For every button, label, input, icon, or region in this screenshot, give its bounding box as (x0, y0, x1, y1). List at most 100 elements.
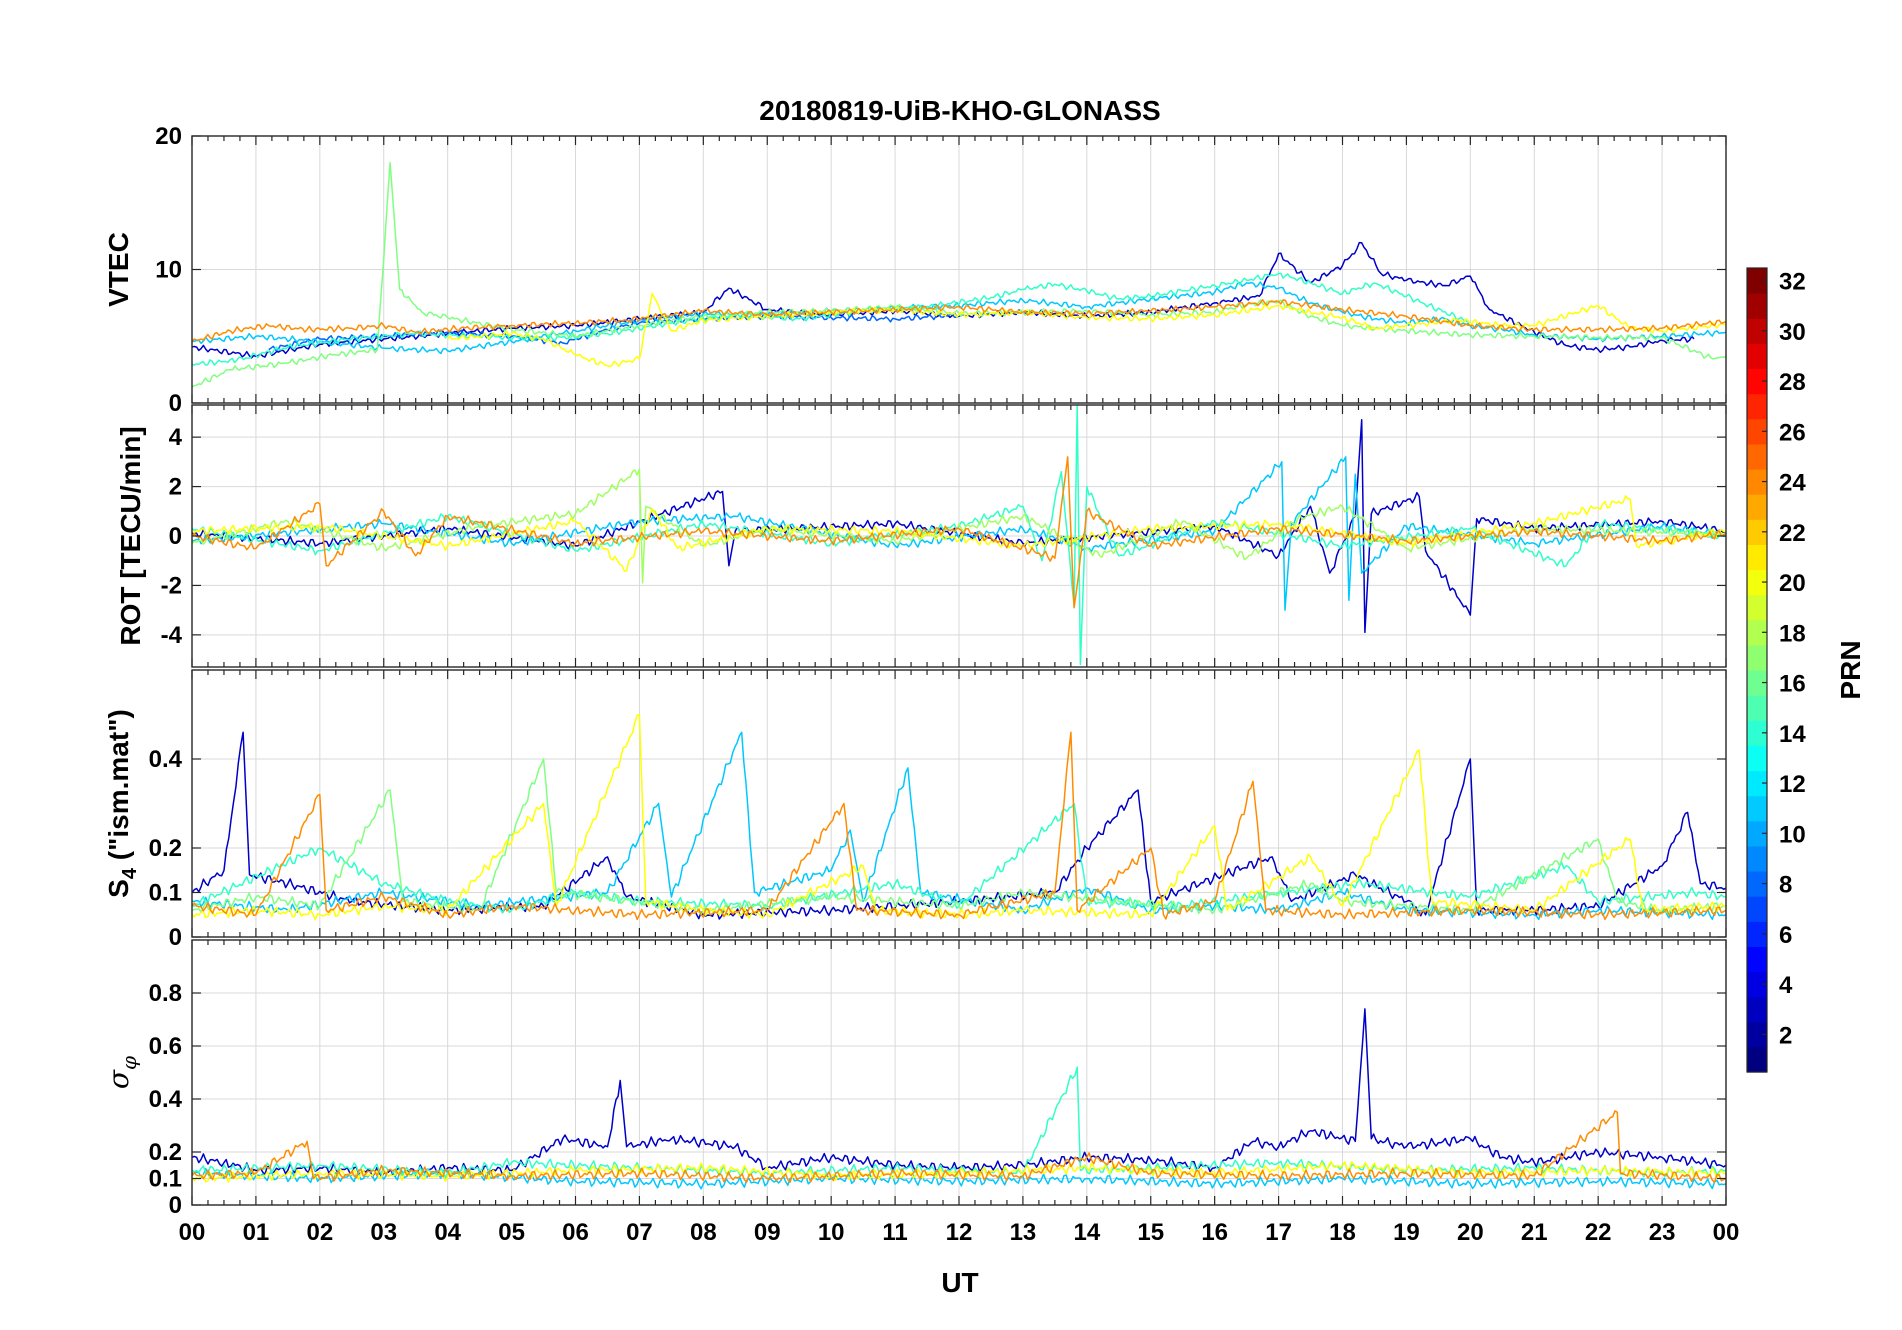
colorbar-cell (1747, 820, 1767, 847)
x-tick-label: 02 (306, 1219, 333, 1246)
colorbar-cell (1747, 1046, 1767, 1073)
x-tick-label: 00 (179, 1219, 206, 1246)
x-tick-label: 21 (1521, 1219, 1548, 1246)
x-tick-label: 04 (434, 1219, 461, 1246)
x-axis: 00 01 02 03 04 05 06 07 08 09 10 11 12 13 14 15 16 17 18 19… (179, 1219, 1740, 1246)
panels: 0 10 20 VTEC -4 -2 0 2 4 ROT [TECU/min] 0 0.1 0.2 0.4… (102, 123, 1727, 1219)
colorbar-tick-label: 22 (1779, 520, 1806, 547)
y-tick-label: 20 (155, 123, 182, 150)
colorbar-cell (1747, 996, 1767, 1023)
series-prn-24 (192, 731, 1726, 921)
series-prn-20 (192, 713, 1726, 921)
colorbar-tick-label: 10 (1779, 821, 1806, 848)
x-tick-label: 18 (1329, 1219, 1356, 1246)
x-tick-label: 15 (1137, 1219, 1164, 1246)
colorbar-cell (1747, 946, 1767, 973)
series-prn-24 (192, 298, 1726, 343)
colorbar-frame (1746, 267, 1768, 1073)
colorbar-cell (1747, 469, 1767, 495)
colorbar-cell (1747, 896, 1767, 922)
colorbar-cell (1747, 695, 1767, 721)
colorbar-cell (1747, 443, 1767, 470)
y-tick-label: 0 (169, 523, 182, 550)
colorbar-tick-label: 32 (1779, 269, 1806, 296)
series-prn-10 (192, 456, 1726, 611)
y-tick-label: 0 (169, 1192, 182, 1219)
x-tick-label: 14 (1073, 1219, 1100, 1246)
panel-vtec: 0 10 20 VTEC (103, 123, 1727, 417)
series-prn-18 (192, 468, 1726, 584)
x-tick-label: 07 (626, 1219, 653, 1246)
x-tick-label: 23 (1649, 1219, 1676, 1246)
colorbar-tick-label: 16 (1779, 671, 1806, 698)
colorbar-cell (1747, 795, 1767, 822)
colorbar-tick-label: 20 (1779, 570, 1806, 597)
colorbar-cell (1747, 720, 1767, 746)
grid-s4 (191, 670, 1727, 938)
colorbar-cell (1747, 368, 1767, 395)
colorbar-cell (1747, 418, 1767, 445)
x-tick-label: 16 (1201, 1219, 1228, 1246)
colorbar-cell (1747, 1021, 1767, 1048)
x-tick-label: 10 (818, 1219, 845, 1246)
x-tick-label: 01 (243, 1219, 270, 1246)
x-tick-label: 22 (1585, 1219, 1612, 1246)
colorbar-tick-label: 18 (1779, 620, 1806, 647)
y-tick-label: 4 (169, 424, 183, 451)
y-tick-label: -4 (161, 622, 183, 649)
colorbar-cell (1747, 745, 1767, 772)
colorbar-cell (1747, 845, 1767, 872)
x-tick-label: 17 (1265, 1219, 1292, 1246)
colorbar-tick-label: 6 (1779, 922, 1792, 949)
y-tick-label: 2 (169, 474, 182, 501)
x-tick-label: 13 (1010, 1219, 1037, 1246)
colorbar-tick-label: 2 (1779, 1022, 1792, 1049)
y-tick-label: 0.4 (149, 746, 183, 773)
y-tick-label: 0.2 (149, 1139, 182, 1166)
colorbar-tick-label: 4 (1779, 972, 1793, 999)
series-prn-20 (192, 495, 1726, 572)
x-axis-label: UT (941, 1267, 978, 1298)
colorbar-tick-label: 30 (1779, 319, 1806, 346)
x-tick-label: 03 (370, 1219, 397, 1246)
series-group-rot (192, 405, 1726, 666)
colorbar-cell (1747, 594, 1767, 621)
series-prn-24 (192, 1110, 1726, 1184)
y-tick-label: 0 (169, 390, 182, 417)
x-tick-label: 20 (1457, 1219, 1484, 1246)
y-tick-label: 10 (155, 257, 182, 284)
x-tick-label: 05 (498, 1219, 525, 1246)
y-tick-label: 0.1 (149, 880, 182, 907)
colorbar-tick-label: 24 (1779, 470, 1806, 497)
series-prn-14 (192, 405, 1726, 666)
series-prn-24 (192, 456, 1726, 609)
colorbar-tick-label: 8 (1779, 872, 1792, 899)
x-tick-label: 19 (1393, 1219, 1420, 1246)
series-group-s4 (192, 713, 1726, 921)
colorbar-cell (1747, 569, 1767, 596)
panel-sigma_phi: 00.10.2 0.4 0.6 0.8 σφ (102, 939, 1727, 1219)
y-axis-label-sigma_phi: σφ (102, 1056, 141, 1089)
y-axis-label-vtec: VTEC (103, 232, 134, 307)
colorbar-tick-label: 26 (1779, 419, 1806, 446)
y-tick-label: 0.2 (149, 835, 182, 862)
colorbar-cell (1747, 644, 1767, 671)
x-tick-label: 00 (1713, 1219, 1740, 1246)
chart-title: 20180819-UiB-KHO-GLONASS (759, 95, 1160, 126)
colorbar-cell (1747, 293, 1767, 319)
colorbar-cell (1747, 393, 1767, 420)
colorbar-cell (1747, 619, 1767, 646)
y-tick-label: -2 (161, 572, 182, 599)
y-tick-label: 0.4 (149, 1086, 183, 1113)
colorbar-cell (1747, 544, 1767, 571)
y-tick-label: 0 (169, 924, 182, 951)
panel-s4: 0 0.1 0.2 0.4 S4 ("ism.mat") (103, 669, 1727, 951)
y-axis-label-rot: ROT [TECU/min] (115, 426, 146, 645)
colorbar-label: PRN (1835, 640, 1866, 699)
colorbar-tick-label: 12 (1779, 771, 1806, 798)
colorbar-cell (1747, 670, 1767, 696)
colorbar-tick-label: 14 (1779, 721, 1806, 748)
series-prn-2 (192, 241, 1695, 359)
